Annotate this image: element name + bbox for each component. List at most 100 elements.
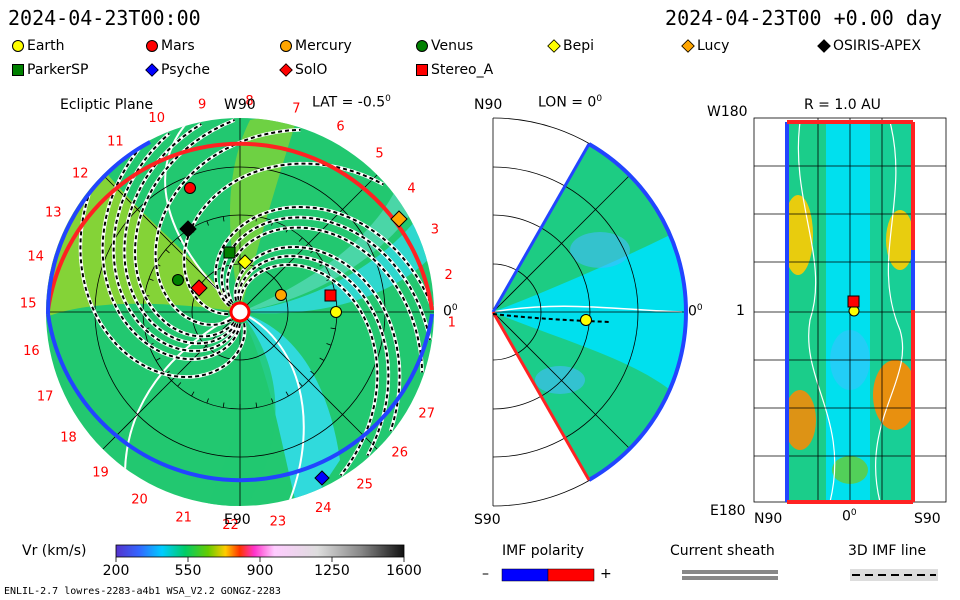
meridional-right-label: 00 (688, 303, 703, 320)
rotation-number-12: 12 (72, 167, 89, 182)
rotation-number-14: 14 (27, 250, 44, 265)
imf-positive-swatch (547, 568, 595, 582)
rotation-number-9: 9 (198, 97, 206, 112)
imf-line (101, 147, 241, 361)
meridional-plane-plot (491, 117, 688, 507)
imf-line-title: 3D IMF line (848, 543, 927, 559)
legend-item-mercury: Mercury (280, 38, 352, 54)
orbit-tick (298, 237, 303, 242)
imf-line (133, 119, 235, 338)
imf-line (112, 132, 239, 353)
ecliptic-lat-label: LAT = -0.50 (312, 94, 391, 111)
rotation-number-19: 19 (92, 466, 109, 481)
rotation-number-3: 3 (431, 223, 439, 238)
colorbar-gradient (115, 544, 405, 558)
imf-polarity-plus: + (600, 566, 612, 582)
orbit-tick (155, 357, 161, 361)
orbit-tick (330, 327, 336, 330)
orbit-tick (206, 220, 209, 226)
colorbar-tick-label: 1250 (314, 563, 350, 579)
orbit-tick (326, 343, 332, 346)
radial-bottom-zero: 00 (842, 508, 857, 525)
legend-label: Mercury (295, 38, 352, 54)
legend-item-osiris-apex: OSIRIS-APEX (817, 38, 921, 54)
meridional-earth-marker (580, 314, 592, 326)
rotation-number-6: 6 (336, 119, 344, 134)
radial-bottom-s90: S90 (914, 511, 941, 527)
colorbar-tick-label: 900 (246, 563, 274, 579)
orbit-tick (222, 402, 225, 408)
meridional-speed-regions (493, 144, 683, 480)
radial-bottom-n90: N90 (754, 511, 783, 527)
ecliptic-polarity-boundary (45, 140, 434, 483)
imf-line (183, 162, 384, 316)
ecliptic-title: Ecliptic Plane (60, 97, 154, 113)
psyche-marker (314, 470, 330, 486)
meridional-bottom-label: S90 (474, 512, 501, 528)
meridional-polarity-boundary (491, 142, 688, 482)
legend-item-lucy: Lucy (681, 38, 730, 54)
circle-marker-icon (280, 40, 292, 52)
legend-label: Lucy (697, 38, 730, 54)
rotation-number-16: 16 (23, 344, 40, 359)
rotation-number-18: 18 (60, 431, 77, 446)
radial-top-left-label: W180 (707, 104, 748, 120)
circle-marker-icon (416, 40, 428, 52)
rotation-number-10: 10 (148, 111, 165, 126)
ecliptic-right-label: 00 (443, 303, 458, 320)
ecliptic-body-markers (172, 182, 408, 486)
bepi-marker (237, 254, 253, 270)
mercury-marker (275, 289, 287, 301)
colorbar-title: Vr (km/s) (22, 543, 87, 559)
rotation-number-17: 17 (37, 389, 54, 404)
imf-polarity-minus: – (482, 566, 489, 582)
orbit-tick (271, 398, 274, 404)
rotation-number-5: 5 (375, 146, 383, 161)
solo-marker (190, 279, 208, 297)
legend-label: OSIRIS-APEX (833, 38, 921, 54)
circle-marker-icon (146, 40, 158, 52)
imf-line (154, 128, 301, 326)
square-marker-icon (416, 64, 428, 76)
imf-line (226, 226, 424, 373)
legend-item-parkersp: ParkerSP (12, 62, 88, 78)
rotation-number-20: 20 (131, 493, 148, 508)
legend-item-mars: Mars (146, 38, 195, 54)
imf-line (220, 216, 431, 341)
rotation-number-25: 25 (356, 478, 373, 493)
radial-surface-plot (753, 117, 947, 504)
ecliptic-bottom-label: E90 (224, 512, 251, 528)
imf-line (234, 245, 401, 432)
rotation-number-22: 22 (222, 518, 239, 533)
legend-label: Earth (27, 38, 65, 54)
legend-item-venus: Venus (416, 38, 473, 54)
colorbar-ticks (115, 557, 405, 562)
footer-model-info: ENLIL-2.7 lowres-2283-a4b1 WSA_V2.2 GONG… (4, 586, 281, 597)
orbit-tick (319, 357, 325, 361)
legend-label: Bepi (563, 38, 594, 54)
legend-label: Mars (161, 38, 195, 54)
earth-orbit-ticks (143, 215, 337, 409)
lucy-marker (390, 210, 408, 228)
imf-line (123, 123, 237, 345)
ecliptic-top-label: W90 (224, 97, 256, 113)
orbit-tick (298, 382, 303, 387)
radial-polarity-boundary (785, 120, 915, 504)
rotation-number-4: 4 (407, 181, 415, 196)
legend-label: Venus (431, 38, 474, 54)
rotation-number-26: 26 (391, 446, 408, 461)
imf-line (79, 192, 246, 379)
radial-stereo-a-marker (847, 295, 860, 308)
imf-line (236, 255, 390, 456)
left-timestamp: 2024-04-23T00:00 (8, 6, 201, 30)
imf-line (239, 263, 379, 477)
rotation-number-2: 2 (444, 268, 452, 283)
earth-marker (330, 306, 342, 318)
orbit-tick (148, 278, 154, 281)
circle-marker-icon (12, 40, 24, 52)
orbit-tick (165, 249, 170, 254)
rotation-number-11: 11 (107, 135, 124, 150)
radial-bottom-left-label: E180 (710, 503, 746, 519)
colorbar-tick-label: 550 (174, 563, 202, 579)
